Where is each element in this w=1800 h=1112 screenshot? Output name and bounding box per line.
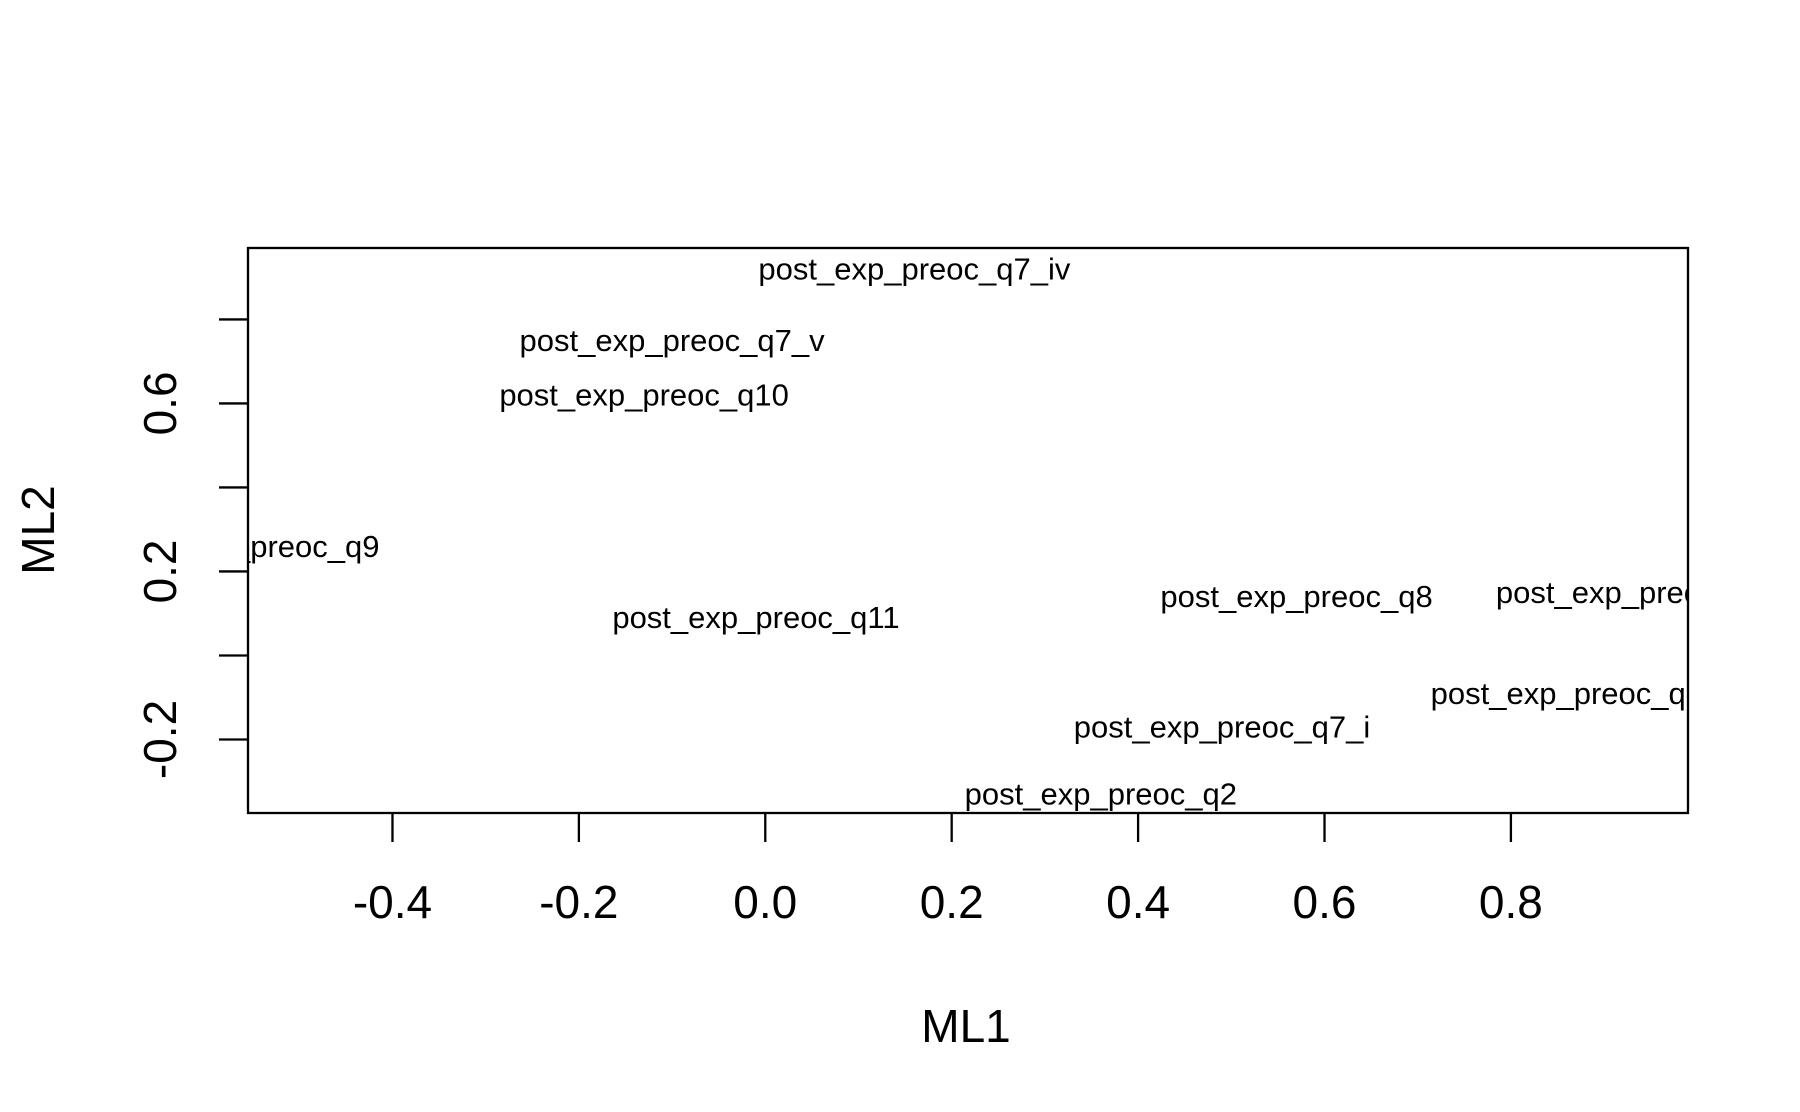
point-label: post_exp_preoc_q7_iv: [758, 252, 1070, 287]
x-tick-label: 0.8: [1479, 876, 1543, 928]
y-tick-label: 0.2: [134, 539, 186, 603]
x-tick-label: 0.6: [1293, 876, 1357, 928]
plot-box: [246, 246, 1690, 815]
point-label: post_exp_preoc_q7_i: [1074, 709, 1370, 744]
x-axis-title: ML1: [921, 1000, 1010, 1052]
point-label: post_exp_preoc_q9: [107, 529, 379, 564]
point-label: post_exp_preoc_q8: [1160, 579, 1432, 614]
x-tick-label: 0.4: [1106, 876, 1170, 928]
x-tick-label: -0.4: [353, 876, 432, 928]
y-axis-title: ML2: [12, 485, 64, 574]
x-tick-label: 0.0: [733, 876, 797, 928]
point-label: post_exp_preoc_q7_v: [520, 323, 826, 358]
x-axis: -0.4 -0.2 0.0 0.2 0.4 0.6 0.8: [353, 813, 1543, 928]
x-tick-label: -0.2: [539, 876, 618, 928]
points-layer: post_exp_preoc_q7_iv post_exp_preoc_q7_vp…: [107, 252, 1768, 812]
point-label: post_exp_preoc_q2: [965, 777, 1237, 812]
point-label: post_exp_preoc_q11: [612, 600, 899, 635]
point-label: post_exp_preoc_q10: [499, 378, 789, 413]
x-tick-label: 0.2: [920, 876, 984, 928]
y-axis: -0.2 0.2 0.6: [134, 318, 248, 779]
y-tick-label: 0.6: [134, 371, 186, 435]
point-label: post_exp_preoc_q3: [1496, 575, 1768, 610]
y-tick-label: -0.2: [134, 700, 186, 779]
point-label: post_exp_preoc_q5: [1431, 676, 1703, 711]
